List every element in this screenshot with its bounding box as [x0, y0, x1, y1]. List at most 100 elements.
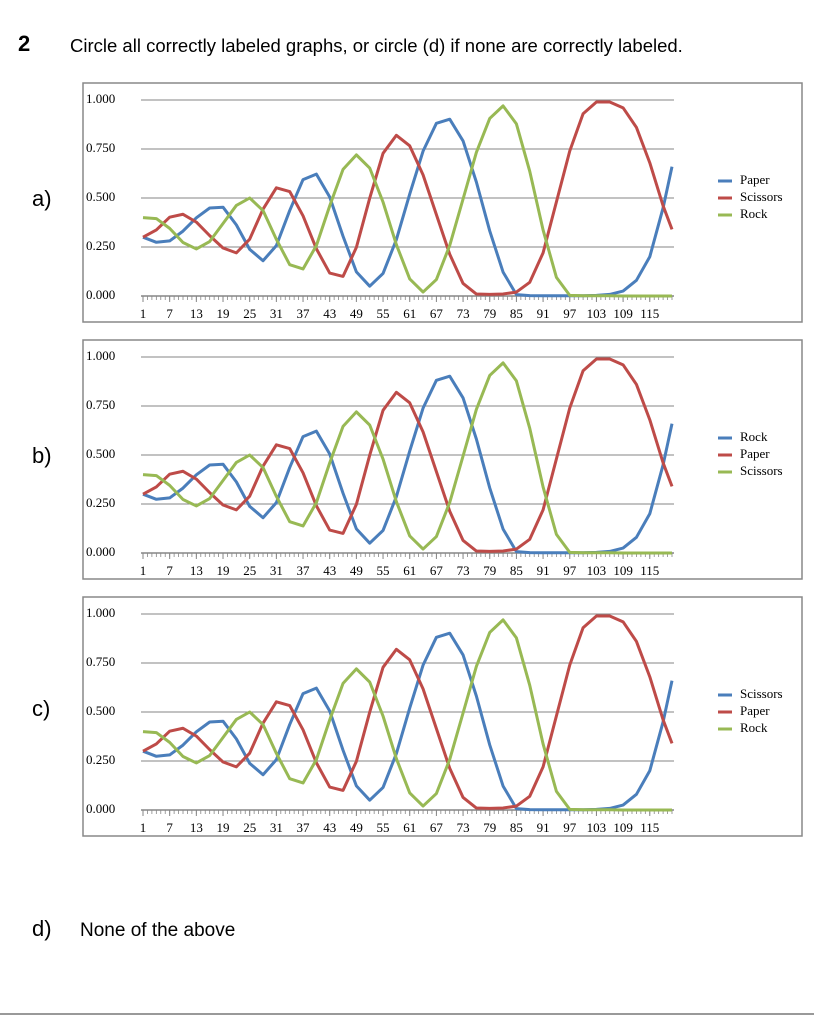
- x-tick-label: 31: [270, 820, 283, 835]
- y-tick-label: 0.000: [86, 544, 115, 559]
- y-tick-label: 0.750: [86, 397, 115, 412]
- x-tick-label: 73: [457, 306, 470, 321]
- x-tick-label: 109: [613, 563, 633, 578]
- x-tick-label: 115: [640, 563, 659, 578]
- series-line: [142, 614, 674, 810]
- y-tick-label: 1.000: [86, 605, 115, 620]
- x-tick-label: 13: [190, 563, 203, 578]
- y-tick-label: 0.250: [86, 495, 115, 510]
- x-tick-label: 103: [587, 306, 607, 321]
- y-tick-label: 0.000: [86, 287, 115, 302]
- series-line: [142, 357, 674, 553]
- x-tick-label: 79: [483, 306, 496, 321]
- x-tick-label: 19: [217, 563, 230, 578]
- x-tick-label: 109: [613, 820, 633, 835]
- x-tick-label: 31: [270, 306, 283, 321]
- series-line: [142, 618, 672, 812]
- x-tick-label: 97: [563, 563, 577, 578]
- x-tick-label: 61: [403, 306, 416, 321]
- y-tick-label: 0.500: [86, 446, 115, 461]
- x-tick-label: 25: [243, 820, 256, 835]
- x-tick-label: 67: [430, 306, 444, 321]
- legend-label: Rock: [740, 206, 768, 221]
- x-tick-label: 49: [350, 820, 363, 835]
- option-label: c): [32, 696, 50, 721]
- y-tick-label: 0.500: [86, 703, 115, 718]
- x-tick-label: 79: [483, 563, 496, 578]
- x-tick-label: 19: [217, 820, 230, 835]
- y-tick-label: 0.250: [86, 752, 115, 767]
- y-tick-label: 0.000: [86, 801, 115, 816]
- x-tick-label: 67: [430, 563, 444, 578]
- legend-label: Paper: [740, 172, 770, 187]
- x-tick-label: 1: [140, 306, 147, 321]
- none-option: None of the above: [80, 920, 235, 941]
- x-tick-label: 37: [297, 563, 311, 578]
- x-tick-label: 85: [510, 820, 523, 835]
- x-tick-label: 43: [323, 306, 336, 321]
- x-tick-label: 25: [243, 563, 256, 578]
- legend-label: Scissors: [740, 463, 783, 478]
- option-label: b): [32, 443, 52, 468]
- x-tick-label: 37: [297, 306, 311, 321]
- x-tick-label: 13: [190, 306, 203, 321]
- x-tick-label: 61: [403, 820, 416, 835]
- legend-label: Rock: [740, 720, 768, 735]
- option-label: d): [32, 916, 52, 941]
- x-tick-label: 43: [323, 563, 336, 578]
- y-tick-label: 0.750: [86, 654, 115, 669]
- x-tick-label: 79: [483, 820, 496, 835]
- question-prompt: Circle all correctly labeled graphs, or …: [70, 35, 683, 56]
- x-tick-label: 73: [457, 563, 470, 578]
- x-tick-label: 115: [640, 820, 659, 835]
- x-tick-label: 61: [403, 563, 416, 578]
- x-tick-label: 7: [166, 820, 173, 835]
- chart-frame: [82, 596, 803, 837]
- question-number: 2: [18, 31, 30, 56]
- legend-label: Rock: [740, 429, 768, 444]
- y-tick-label: 0.750: [86, 140, 115, 155]
- y-tick-label: 1.000: [86, 348, 115, 363]
- x-tick-label: 91: [537, 306, 550, 321]
- y-tick-label: 0.500: [86, 189, 115, 204]
- legend-label: Paper: [740, 703, 770, 718]
- x-tick-label: 1: [140, 820, 147, 835]
- x-tick-label: 55: [377, 563, 390, 578]
- x-tick-label: 49: [350, 306, 363, 321]
- chart-frame: [82, 82, 803, 323]
- x-tick-label: 43: [323, 820, 336, 835]
- legend-label: Scissors: [740, 686, 783, 701]
- x-tick-label: 67: [430, 820, 444, 835]
- series-line: [142, 100, 674, 296]
- x-tick-label: 7: [166, 563, 173, 578]
- series-line: [142, 104, 672, 298]
- x-tick-label: 109: [613, 306, 633, 321]
- x-tick-label: 13: [190, 820, 203, 835]
- x-tick-label: 19: [217, 306, 230, 321]
- x-tick-label: 73: [457, 820, 470, 835]
- x-tick-label: 49: [350, 563, 363, 578]
- x-tick-label: 55: [377, 306, 390, 321]
- x-tick-label: 31: [270, 563, 283, 578]
- x-tick-label: 85: [510, 563, 523, 578]
- legend-label: Paper: [740, 446, 770, 461]
- option-label: a): [32, 186, 52, 211]
- x-tick-label: 91: [537, 563, 550, 578]
- y-tick-label: 1.000: [86, 91, 115, 106]
- x-tick-label: 25: [243, 306, 256, 321]
- x-tick-label: 37: [297, 820, 311, 835]
- x-tick-label: 91: [537, 820, 550, 835]
- x-tick-label: 97: [563, 306, 577, 321]
- x-tick-label: 1: [140, 563, 147, 578]
- y-tick-label: 0.250: [86, 238, 115, 253]
- x-tick-label: 97: [563, 820, 577, 835]
- x-tick-label: 103: [587, 820, 607, 835]
- x-tick-label: 55: [377, 820, 390, 835]
- legend-label: Scissors: [740, 189, 783, 204]
- x-tick-label: 85: [510, 306, 523, 321]
- x-tick-label: 115: [640, 306, 659, 321]
- x-tick-label: 7: [166, 306, 173, 321]
- x-tick-label: 103: [587, 563, 607, 578]
- series-line: [142, 361, 672, 555]
